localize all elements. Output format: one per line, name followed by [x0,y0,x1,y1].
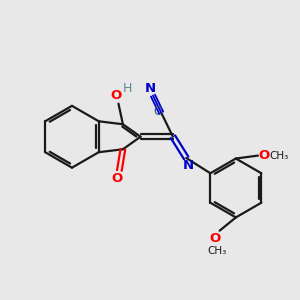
Text: CH₃: CH₃ [207,246,226,256]
Text: O: O [210,232,221,245]
Text: H: H [123,82,133,95]
Text: O: O [259,149,270,162]
Text: N: N [145,82,156,95]
Text: O: O [111,172,123,185]
Text: C: C [153,105,161,118]
Text: CH₃: CH₃ [269,151,288,160]
Text: O: O [110,89,122,102]
Text: N: N [182,158,194,172]
